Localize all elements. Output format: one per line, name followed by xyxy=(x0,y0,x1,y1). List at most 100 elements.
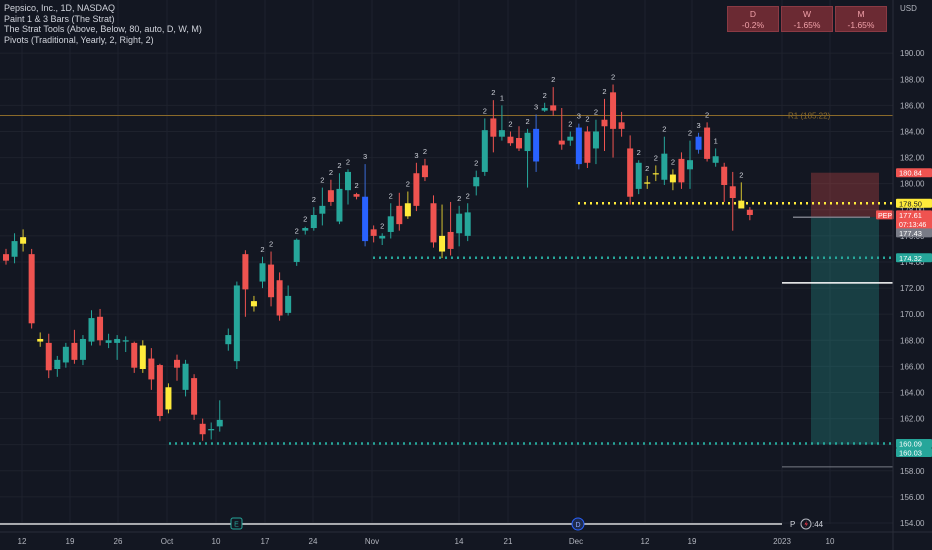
price-label-text: 177.43 xyxy=(899,229,922,238)
strat-label: 2 xyxy=(312,195,316,204)
bottom-label-p: P xyxy=(790,520,795,529)
candle-body xyxy=(387,216,394,232)
candle-body xyxy=(131,342,138,368)
candle-body xyxy=(439,235,446,252)
strat-label: 2 xyxy=(320,176,324,185)
time-axis-tick: 17 xyxy=(261,537,270,546)
price-axis-tick: 158.00 xyxy=(900,467,925,476)
candle-body xyxy=(669,174,676,183)
candle-body xyxy=(327,190,334,202)
strat-label: 2 xyxy=(637,148,641,157)
price-label-bg xyxy=(896,198,932,208)
price-axis-tick: 184.00 xyxy=(900,127,925,136)
candle-body xyxy=(259,263,266,282)
candle-body xyxy=(678,158,685,183)
strat-label: 2 xyxy=(269,240,273,249)
strat-label: 2 xyxy=(354,181,358,190)
price-label-bg xyxy=(896,168,932,178)
strat-label: 2 xyxy=(654,153,658,162)
candle-body xyxy=(379,235,386,239)
candle-body xyxy=(712,156,719,163)
candle-body xyxy=(430,203,437,243)
candle-body xyxy=(3,254,9,261)
strat-label: 2 xyxy=(739,170,743,179)
time-axis-tick: 14 xyxy=(455,537,464,546)
time-axis-tick: 24 xyxy=(309,537,318,546)
candle-body xyxy=(567,136,574,141)
candle-body xyxy=(216,419,223,427)
strat-label: 2 xyxy=(295,226,299,235)
candle-body xyxy=(481,130,488,172)
candle-body xyxy=(88,318,95,342)
candle-body xyxy=(45,342,52,371)
time-axis-tick: 10 xyxy=(826,537,835,546)
candle-body xyxy=(695,136,702,150)
legend-indicator-2[interactable]: The Strat Tools (Above, Below, 80, auto,… xyxy=(4,24,202,34)
price-label-177-61: 177.61 07:13:46 PEP xyxy=(876,210,932,230)
candle-body xyxy=(447,231,454,249)
time-axis-tick: 21 xyxy=(504,537,513,546)
price-axis-tick: 180.00 xyxy=(900,180,925,189)
time-axis-tick: 19 xyxy=(688,537,697,546)
candle-body xyxy=(541,107,548,111)
candle-body xyxy=(285,295,292,313)
candle-body xyxy=(11,241,18,257)
strat-label: 1 xyxy=(714,136,718,145)
strat-label: 2 xyxy=(611,72,615,81)
price-axis-tick: 168.00 xyxy=(900,336,925,345)
candle-body xyxy=(362,196,369,242)
time-axis-tick: Oct xyxy=(161,537,174,546)
strat-label: 2 xyxy=(662,125,666,134)
candle-body xyxy=(610,92,617,129)
candle-body xyxy=(524,132,531,152)
candle-body xyxy=(558,140,565,145)
time-axis[interactable]: E D P:44 12 19 26 Oct 10 17 24 Nov 14 21 Dec 12 19 2023 1… xyxy=(0,517,932,546)
legend-indicator-1[interactable]: Paint 1 & 3 Bars (The Strat) xyxy=(4,13,115,24)
price-axis-tick: 190.00 xyxy=(900,49,925,58)
price-axis-tick: 188.00 xyxy=(900,75,925,84)
price-label-177-43: 177.43 xyxy=(896,228,932,238)
candle-body xyxy=(28,254,35,324)
candle-body xyxy=(396,205,403,225)
candle-body xyxy=(421,165,428,178)
candle-body xyxy=(165,387,172,410)
price-label-178-50: 178.50 xyxy=(896,198,932,208)
time-axis-tick: Dec xyxy=(569,537,583,546)
candle-body xyxy=(250,301,257,307)
tf-box-monthly-value: -1.65% xyxy=(847,20,875,30)
tf-box-daily-label: D xyxy=(749,9,757,19)
price-axis-unit: USD xyxy=(900,4,917,13)
candle-body xyxy=(635,162,642,189)
tf-box-monthly: M -1.65% xyxy=(835,6,887,32)
candle-body xyxy=(729,186,736,199)
strat-label: 2 xyxy=(543,91,547,100)
candle-body xyxy=(644,182,651,184)
candle-body xyxy=(293,239,300,262)
strat-label: 2 xyxy=(491,88,495,97)
tf-box-daily-value: -0.2% xyxy=(741,20,765,30)
price-label-160-09: 160.09 xyxy=(896,439,932,449)
strat-label: 2 xyxy=(568,119,572,128)
bottom-label-extra: :44 xyxy=(812,520,824,529)
candle-body xyxy=(62,346,69,363)
candle-body xyxy=(233,285,240,362)
price-axis[interactable]: 154.00156.00158.00160.00162.00164.00166.… xyxy=(876,0,932,550)
time-axis-tick: 2023 xyxy=(773,537,791,546)
price-axis-tick: 174.00 xyxy=(900,258,925,267)
candle-body xyxy=(464,212,471,236)
legend-indicator-3[interactable]: Pivots (Traditional, Yearly, 2, Right, 2… xyxy=(4,34,154,45)
tf-box-weekly-label: W xyxy=(802,9,812,19)
pivot-r1-label: R1 (185.22) xyxy=(788,112,831,121)
time-axis-tick: 19 xyxy=(66,537,75,546)
legend-title: Pepsico, Inc., 1D, NASDAQ xyxy=(4,3,116,13)
price-label-bg xyxy=(896,210,932,230)
price-label-bg xyxy=(896,448,932,458)
price-label-180-84: 180.84 xyxy=(896,168,932,178)
price-axis-tick: 178.00 xyxy=(900,206,925,215)
price-label-countdown: 07:13:46 xyxy=(899,222,926,229)
candle-body xyxy=(627,148,634,197)
candle-body xyxy=(71,342,78,360)
candle-body xyxy=(225,335,232,345)
